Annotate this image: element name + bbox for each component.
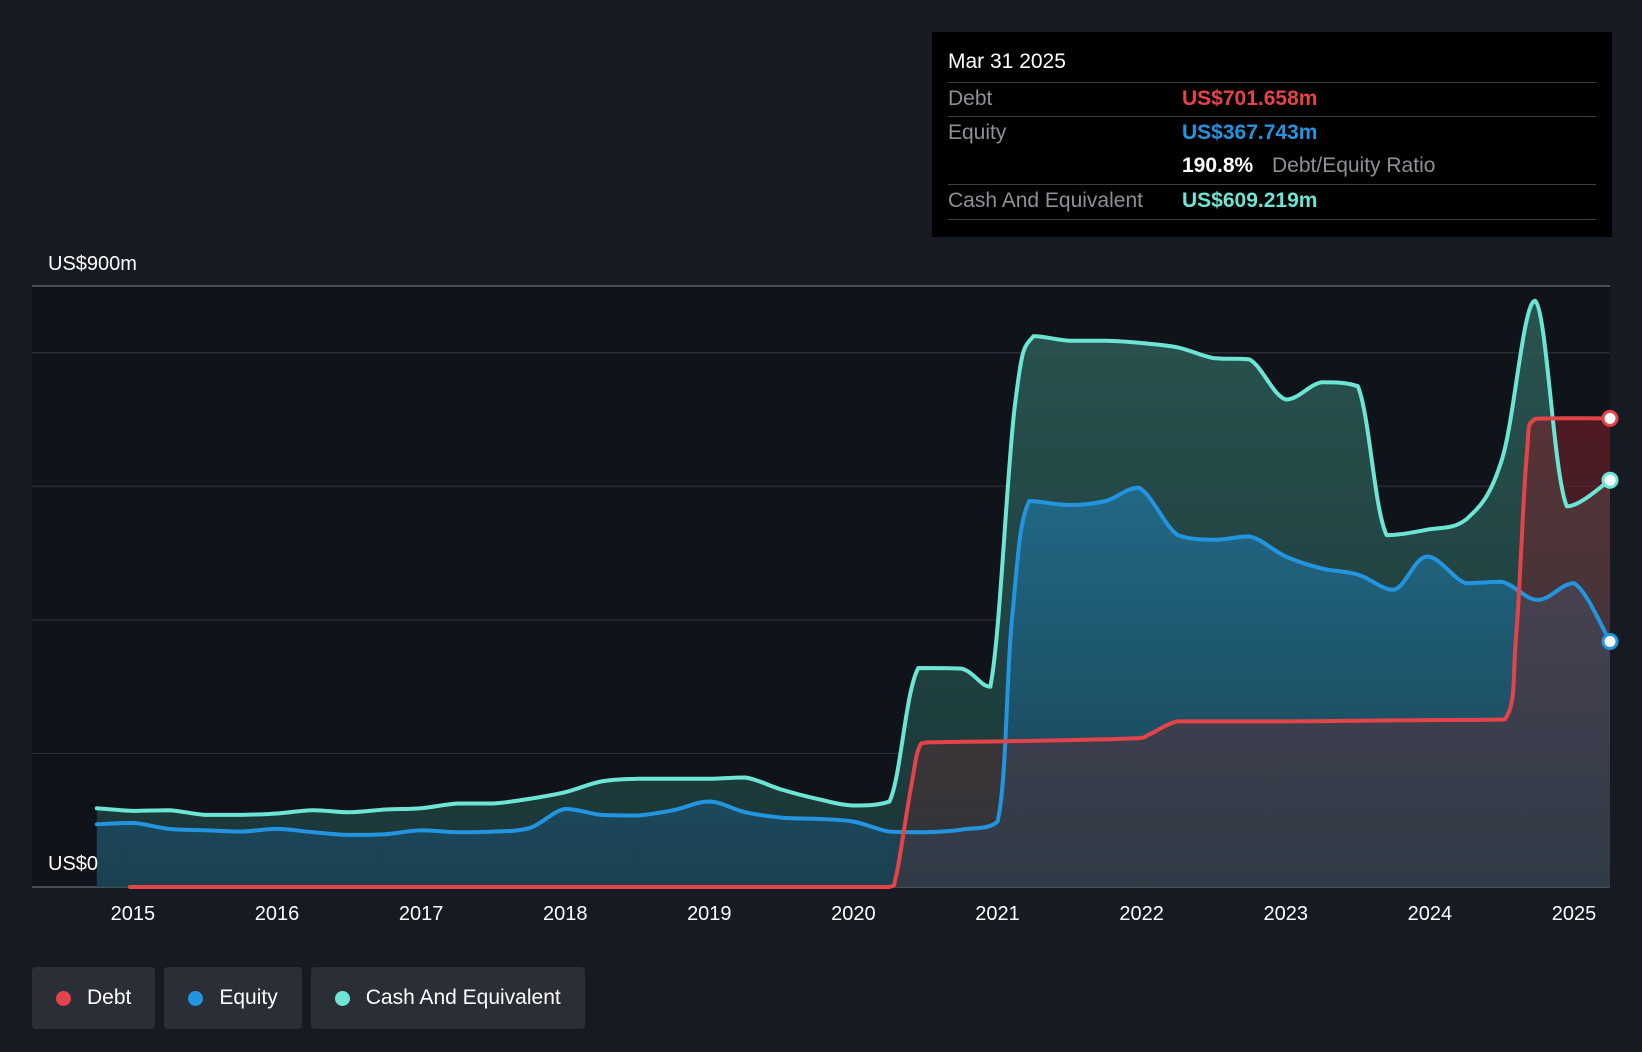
legend-item-cash[interactable]: Cash And Equivalent (310, 967, 585, 1029)
area-debt (130, 418, 1610, 887)
tooltip-row-ratio: 190.8% Debt/Equity Ratio (948, 150, 1596, 184)
x-tick-label: 2023 (1264, 903, 1309, 925)
legend: Debt Equity Cash And Equivalent (32, 967, 585, 1029)
marker-equity[interactable] (1601, 632, 1619, 650)
tooltip-row-equity: Equity US$367.743m (948, 116, 1596, 151)
tooltip-date: Mar 31 2025 (948, 50, 1066, 73)
end-markers (1601, 409, 1619, 650)
tooltip-equity-label: Equity (948, 121, 1007, 144)
y-axis-top-label: US$900m (48, 253, 137, 275)
x-tick-label: 2018 (543, 903, 588, 925)
legend-dot-cash (334, 990, 350, 1006)
x-tick-label: 2017 (399, 903, 444, 925)
x-tick-label: 2022 (1119, 903, 1164, 925)
x-axis-ticks: 2015 2016 2017 2018 2019 2020 2021 2022 2023 2024… (111, 903, 1597, 925)
legend-label-debt: Debt (87, 986, 132, 1009)
x-tick-label: 2016 (255, 903, 300, 925)
legend-dot-debt (56, 990, 71, 1006)
marker-debt[interactable] (1601, 409, 1619, 427)
x-tick-label: 2025 (1552, 903, 1597, 925)
legend-label-cash: Cash And Equivalent (365, 986, 561, 1009)
line-cash-and-equivalent (94, 298, 1612, 817)
line-debt (128, 416, 1612, 890)
tooltip-cash-label: Cash And Equivalent (948, 189, 1143, 212)
legend-item-debt[interactable]: Debt (32, 967, 156, 1029)
x-tick-label: 2024 (1408, 903, 1453, 925)
x-tick-label: 2015 (111, 903, 156, 925)
line-equity (94, 485, 1612, 837)
tooltip: Mar 31 2025 Debt US$701.658m Equity US$3… (932, 32, 1612, 237)
x-tick-label: 2019 (687, 903, 732, 925)
tooltip-ratio-value: 190.8% (1182, 154, 1254, 177)
x-tick-label: 2021 (975, 903, 1020, 925)
tooltip-equity-value: US$367.743m (1182, 121, 1318, 144)
tooltip-debt-label: Debt (948, 87, 993, 110)
marker-cash-and-equivalent[interactable] (1601, 471, 1619, 489)
series-areas (96, 300, 1610, 887)
legend-label-equity: Equity (219, 986, 278, 1009)
tooltip-ratio-label: Debt/Equity Ratio (1272, 154, 1436, 177)
tooltip-row-cash: Cash And Equivalent US$609.219m (948, 184, 1596, 220)
series-lines (94, 298, 1612, 890)
legend-dot-equity (188, 990, 204, 1006)
legend-item-equity[interactable]: Equity (164, 967, 302, 1029)
x-tick-label: 2020 (831, 903, 876, 925)
tooltip-cash-value: US$609.219m (1182, 189, 1318, 212)
tooltip-row-debt: Debt US$701.658m (948, 82, 1596, 117)
tooltip-debt-value: US$701.658m (1182, 87, 1318, 110)
y-axis-bottom-label: US$0 (48, 853, 98, 875)
